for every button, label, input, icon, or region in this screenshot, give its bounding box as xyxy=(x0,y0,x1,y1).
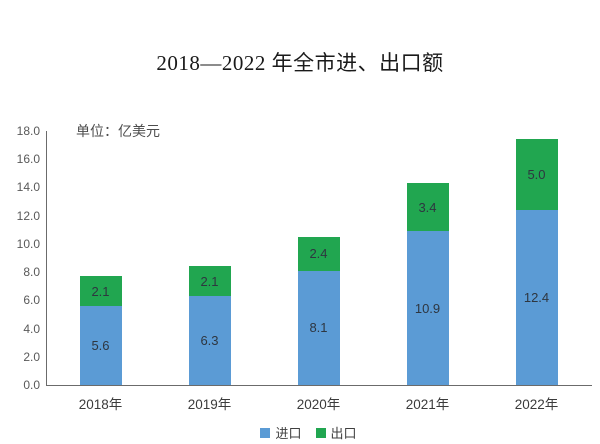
plot-area xyxy=(46,131,592,386)
x-axis-label: 2022年 xyxy=(514,397,559,412)
legend-swatch-icon xyxy=(315,427,326,438)
bar-value-label: 2.1 xyxy=(91,283,110,299)
legend: 进口 出口 xyxy=(0,423,600,442)
bar-value-label: 5.0 xyxy=(527,167,546,183)
x-axis-label: 2019年 xyxy=(187,397,232,412)
y-axis-tick: 18.0 xyxy=(16,124,40,138)
bar-segment-export: 5.0 xyxy=(515,139,558,210)
bar-value-label: 2.1 xyxy=(200,273,219,289)
bar-value-label: 6.3 xyxy=(200,333,219,349)
legend-label: 进口 xyxy=(275,426,302,441)
bar-value-label: 10.9 xyxy=(414,300,441,316)
y-axis-tick: 6.0 xyxy=(23,293,40,308)
y-axis-tick: 10.0 xyxy=(16,236,40,251)
chart-title: 2018—2022 年全市进、出口额 xyxy=(156,51,444,75)
y-axis-tick: 16.0 xyxy=(16,152,40,167)
bar-segment-import: 8.1 xyxy=(297,270,340,385)
x-axis-label: 2021年 xyxy=(405,397,450,412)
bar-segment-export: 3.4 xyxy=(406,183,449,232)
y-axis-tick: 14.0 xyxy=(16,180,40,195)
bar-value-label: 12.4 xyxy=(523,290,550,305)
x-axis-label: 2020年 xyxy=(296,397,341,412)
bar-value-label: 2.4 xyxy=(309,246,328,262)
y-axis-tick: 4.0 xyxy=(23,321,40,336)
bar-value-label: 5.6 xyxy=(91,337,110,353)
legend-item-export: 出口 xyxy=(315,423,357,442)
bar-segment-export: 2.1 xyxy=(79,276,122,306)
legend-label: 出口 xyxy=(330,426,357,441)
bar-value-label: 8.1 xyxy=(309,320,328,336)
bar-segment-import: 5.6 xyxy=(79,305,122,385)
bar-segment-import: 12.4 xyxy=(515,210,558,385)
bar-segment-import: 6.3 xyxy=(188,296,231,385)
bar-value-label: 3.4 xyxy=(418,199,437,215)
legend-swatch-icon xyxy=(260,427,271,438)
unit-label: 单位：亿美元 xyxy=(76,123,160,139)
x-axis-label: 2018年 xyxy=(78,397,123,412)
legend-item-import: 进口 xyxy=(260,423,302,442)
bar-segment-export: 2.1 xyxy=(188,266,231,297)
y-axis-tick: 2.0 xyxy=(23,349,40,364)
y-axis-tick: 8.0 xyxy=(23,265,40,280)
y-axis-tick: 0.0 xyxy=(23,378,40,392)
y-axis-tick: 12.0 xyxy=(16,208,40,223)
bar-segment-import: 10.9 xyxy=(406,231,449,385)
bar-segment-export: 2.4 xyxy=(297,236,340,271)
